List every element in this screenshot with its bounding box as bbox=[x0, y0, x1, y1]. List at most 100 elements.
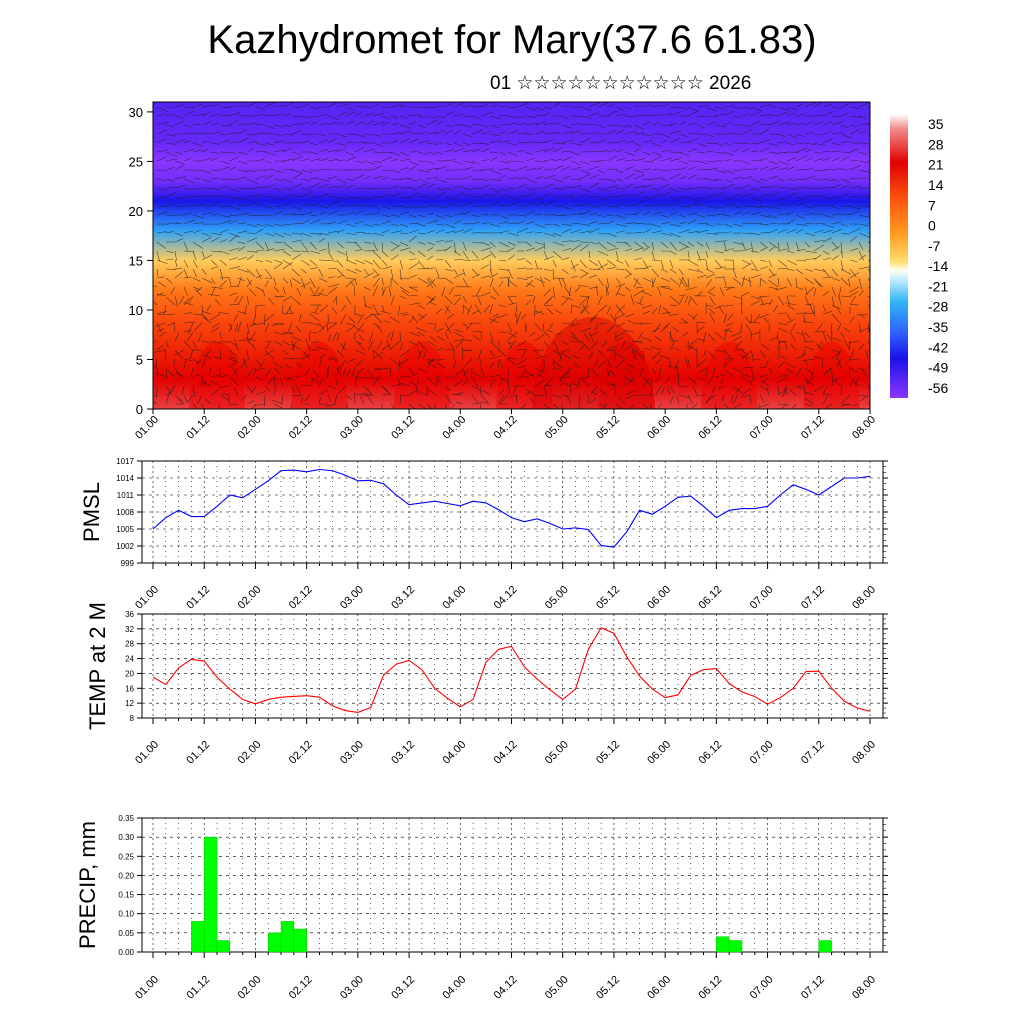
wind-vector bbox=[543, 223, 552, 226]
wind-vector bbox=[660, 214, 670, 218]
wind-vector bbox=[786, 133, 798, 139]
wind-vector bbox=[579, 123, 589, 126]
wind-vector bbox=[552, 232, 562, 237]
wind-vector bbox=[759, 139, 771, 144]
wind-vector bbox=[264, 195, 274, 198]
wind-vector bbox=[444, 159, 456, 162]
wind-vector bbox=[273, 367, 282, 375]
wind-vector bbox=[354, 313, 362, 317]
wind-vector bbox=[298, 313, 302, 323]
wind-vector bbox=[669, 277, 679, 285]
wind-vector bbox=[631, 375, 635, 387]
wind-vector bbox=[507, 169, 518, 172]
wind-vector bbox=[331, 307, 338, 315]
wind-vector bbox=[345, 279, 355, 288]
wind-vector bbox=[273, 362, 284, 369]
x-tick-label: 02.00 bbox=[236, 584, 264, 612]
wind-vector bbox=[552, 132, 561, 135]
wind-vector bbox=[462, 228, 473, 234]
wind-vector bbox=[660, 183, 670, 189]
wind-vector bbox=[174, 104, 185, 108]
wind-vector bbox=[372, 121, 385, 126]
wind-vector bbox=[867, 142, 870, 145]
wind-vector bbox=[155, 372, 167, 378]
wind-vector bbox=[237, 339, 247, 342]
wind-vector bbox=[507, 254, 515, 261]
wind-vector bbox=[579, 160, 589, 165]
wind-vector bbox=[840, 205, 851, 207]
wind-vector bbox=[579, 268, 589, 274]
wind-vector bbox=[390, 192, 401, 198]
wind-vector bbox=[633, 158, 645, 162]
wind-vector bbox=[214, 298, 221, 306]
wind-vector bbox=[489, 355, 502, 360]
wind-vector bbox=[534, 176, 544, 180]
wind-vector bbox=[174, 332, 180, 342]
wind-vector bbox=[561, 223, 572, 226]
wind-vector bbox=[627, 376, 635, 385]
wind-vector bbox=[327, 158, 339, 162]
wind-vector bbox=[777, 167, 788, 171]
wind-vector bbox=[684, 295, 689, 304]
wind-vector bbox=[528, 331, 536, 337]
wind-vector bbox=[597, 124, 606, 128]
wind-vector bbox=[203, 354, 212, 360]
wind-vector bbox=[591, 391, 599, 396]
wind-vector bbox=[795, 368, 802, 378]
wind-vector bbox=[210, 114, 219, 117]
wind-vector bbox=[795, 169, 808, 171]
y-tick-label: 15 bbox=[129, 253, 143, 268]
wind-vector bbox=[390, 384, 402, 387]
wind-vector bbox=[723, 403, 730, 409]
wind-vector bbox=[633, 124, 645, 130]
wind-vector bbox=[705, 241, 710, 250]
wind-vector bbox=[399, 211, 409, 216]
wind-vector bbox=[705, 115, 718, 118]
wind-vector bbox=[552, 367, 561, 370]
wind-vector bbox=[732, 241, 744, 246]
wind-vector bbox=[246, 122, 258, 126]
wind-vector bbox=[624, 286, 632, 292]
wind-vector bbox=[813, 385, 824, 392]
wind-vector bbox=[525, 276, 534, 279]
wind-vector bbox=[696, 203, 705, 207]
x-tick-label: 06.12 bbox=[697, 584, 725, 612]
wind-vector bbox=[174, 120, 185, 126]
wind-vector bbox=[471, 273, 481, 279]
wind-vector bbox=[273, 104, 284, 108]
wind-vector bbox=[219, 214, 231, 218]
wind-vector bbox=[237, 187, 247, 190]
wind-vector bbox=[804, 148, 812, 153]
wind-vector bbox=[651, 142, 662, 147]
wind-vector bbox=[426, 183, 435, 189]
wind-vector bbox=[354, 174, 365, 180]
wind-vector bbox=[174, 139, 185, 144]
wind-vector bbox=[318, 248, 327, 252]
wind-vector bbox=[174, 160, 185, 165]
wind-vector bbox=[697, 358, 707, 367]
wind-vector bbox=[786, 367, 793, 374]
wind-vector bbox=[606, 178, 616, 182]
wind-vector bbox=[192, 149, 203, 153]
wind-vector bbox=[590, 331, 599, 337]
wind-vector bbox=[813, 158, 824, 162]
wind-vector bbox=[219, 250, 230, 255]
wind-vector bbox=[336, 122, 345, 126]
wind-vector bbox=[822, 291, 829, 297]
wind-vector bbox=[763, 317, 770, 324]
wind-vector bbox=[606, 129, 617, 135]
wind-vector bbox=[678, 167, 687, 171]
wind-vector bbox=[678, 277, 687, 288]
wind-vector bbox=[498, 194, 509, 198]
wind-vector bbox=[354, 259, 365, 264]
wind-vector bbox=[282, 261, 293, 270]
wind-vector bbox=[372, 133, 381, 137]
wind-vector bbox=[669, 122, 677, 126]
wind-vector bbox=[784, 340, 788, 351]
wind-vector bbox=[606, 232, 617, 237]
wind-vector bbox=[210, 380, 221, 387]
y-tick-label: 0.00 bbox=[118, 948, 134, 957]
wind-vector bbox=[383, 367, 392, 370]
wind-vector bbox=[841, 394, 851, 404]
wind-vector bbox=[256, 304, 266, 307]
